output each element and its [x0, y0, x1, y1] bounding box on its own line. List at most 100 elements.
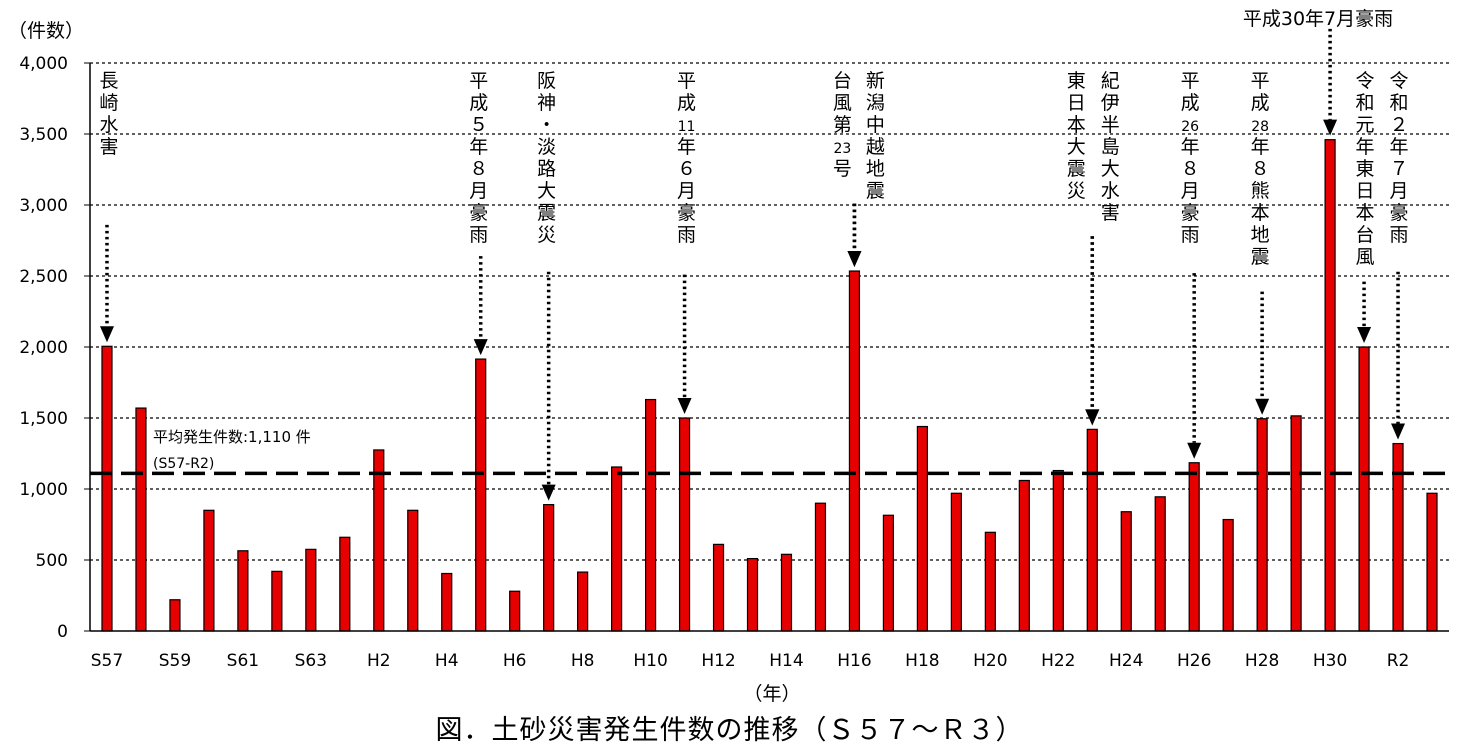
y-tick-label: 4,000	[19, 54, 68, 74]
bar-H29	[1290, 415, 1302, 632]
bar-H9	[611, 466, 623, 632]
annotation-text: 平成５年８月豪雨	[469, 70, 488, 246]
x-tick-label: H2	[367, 651, 391, 671]
annotation-10: 平成30年7月豪雨	[1243, 8, 1393, 136]
bar-S60	[203, 509, 215, 632]
x-tick-label: H26	[1177, 651, 1211, 671]
annotation-text: 阪神・淡路大震災	[537, 70, 556, 246]
average-line-group: 平均発生件数:1,110 件 (S57-R2)	[90, 428, 1449, 476]
x-tick-label: H6	[503, 651, 527, 671]
bar-H20	[984, 531, 996, 632]
bar-S62	[271, 570, 283, 632]
bar-H21	[1018, 479, 1030, 632]
bar-H7	[543, 504, 555, 632]
bar-H5	[475, 358, 487, 632]
annotation-text: 東日本大震災	[1067, 70, 1086, 202]
annotation-text: 平成 28 年８熊本地震	[1251, 70, 1270, 268]
figure-caption: 図．土砂災害発生件数の推移（Ｓ５７～Ｒ３）	[435, 715, 1024, 746]
gridlines	[90, 62, 1449, 561]
bar-H4	[441, 572, 453, 632]
bar-H25	[1154, 496, 1166, 632]
annotation-arrow-head	[1255, 398, 1270, 415]
annotation-arrow-head	[677, 398, 692, 414]
x-tick-label: H24	[1109, 651, 1143, 671]
annotation-text: 令和元年東日本台風	[1356, 70, 1375, 268]
bar-H24	[1120, 511, 1132, 632]
y-tick-label: 3,000	[19, 196, 68, 216]
y-axis-ticks: 0 500 1,000 1,500 2,000 2,500 3,000 3,500 4,000	[19, 54, 90, 642]
bar-H17	[882, 514, 895, 632]
x-tick-label: S63	[295, 651, 327, 671]
x-tick-label: H16	[837, 651, 871, 671]
bar-H6	[509, 590, 521, 632]
bar-H8	[577, 571, 589, 632]
annotation-arrow-head	[847, 251, 862, 268]
y-tick-label: 2,000	[19, 338, 68, 358]
bar-H18	[916, 425, 928, 632]
x-tick-label: S59	[159, 651, 191, 671]
x-tick-label: H10	[633, 651, 667, 671]
annotation-arrow-head	[1085, 409, 1100, 426]
bar-S58	[135, 407, 147, 632]
y-tick-label: 2,500	[19, 267, 68, 287]
annotation-text: 平成 11 年６月豪雨	[677, 70, 696, 246]
bar-H13	[746, 557, 759, 632]
annotation-text: 紀伊半島大水害	[1101, 70, 1120, 224]
annotation-1: 平成５年８月豪雨	[469, 70, 488, 356]
bar-H22	[1052, 469, 1064, 632]
x-tick-label: S57	[91, 651, 123, 671]
annotation-6: 東日本大震災	[1067, 70, 1100, 426]
y-tick-label: 3,500	[19, 125, 68, 145]
y-tick-label: 1,500	[19, 409, 68, 429]
bar-R1	[1358, 346, 1370, 632]
x-tick-label: H4	[435, 651, 459, 671]
bar-S59	[169, 599, 181, 632]
annotation-text: 台風第 23 号	[833, 70, 852, 180]
bar-H28	[1256, 418, 1268, 632]
annotation-arrow-head	[99, 326, 114, 343]
annotation-7: 紀伊半島大水害	[1085, 70, 1120, 426]
bar-H16	[848, 270, 861, 632]
bar-H26	[1188, 462, 1200, 632]
annotation-5: 台風第 23 号	[833, 70, 862, 268]
bar-H12	[712, 543, 725, 632]
annotation-8: 平成 26 年８月豪雨	[1181, 70, 1202, 459]
annotation-11: 令和元年東日本台風	[1356, 70, 1375, 343]
x-unit-label: （年）	[743, 683, 800, 705]
bar-H2	[373, 449, 385, 632]
annotation-0: 長崎水害	[99, 70, 118, 343]
bar-H3	[407, 509, 419, 632]
x-tick-label: H12	[701, 651, 735, 671]
x-tick-label: H8	[571, 651, 595, 671]
y-tick-label: 500	[36, 551, 68, 571]
annotation-text: 平成30年7月豪雨	[1243, 8, 1393, 30]
annotation-2: 阪神・淡路大震災	[537, 70, 556, 501]
bar-H23	[1086, 428, 1098, 632]
x-tick-label: H14	[769, 651, 803, 671]
annotation-arrow-head	[1391, 423, 1406, 440]
annotation-arrow-head	[473, 339, 488, 356]
x-axis-ticks: S57 S59 S61 S63 H2 H4 H6 H8 H10 H12 H14 H16 H18 H20 H2…	[91, 651, 1410, 671]
x-tick-label: H28	[1245, 651, 1279, 671]
annotation-arrow-head	[1187, 442, 1202, 459]
y-tick-label: 0	[57, 622, 68, 642]
average-label: 平均発生件数:1,110 件	[153, 428, 311, 446]
bars	[101, 139, 1438, 632]
annotation-12: 令和２年７月豪雨	[1390, 70, 1409, 440]
x-tick-label: H20	[973, 651, 1007, 671]
annotation-text: 平成 26 年８月豪雨	[1181, 70, 1200, 246]
bar-H30	[1324, 139, 1336, 632]
annotation-text: 長崎水害	[99, 70, 118, 158]
y-tick-label: 1,000	[19, 480, 68, 500]
x-tick-label: R2	[1387, 651, 1410, 671]
annotation-arrow-head	[1323, 119, 1338, 136]
bar-H11	[678, 417, 691, 632]
bar-H1	[339, 536, 351, 632]
bar-H14	[780, 553, 793, 632]
bar-H27	[1222, 518, 1234, 632]
annotation-arrow-head	[1357, 327, 1372, 343]
bar-H19	[950, 492, 962, 632]
x-tick-label: H18	[905, 651, 939, 671]
